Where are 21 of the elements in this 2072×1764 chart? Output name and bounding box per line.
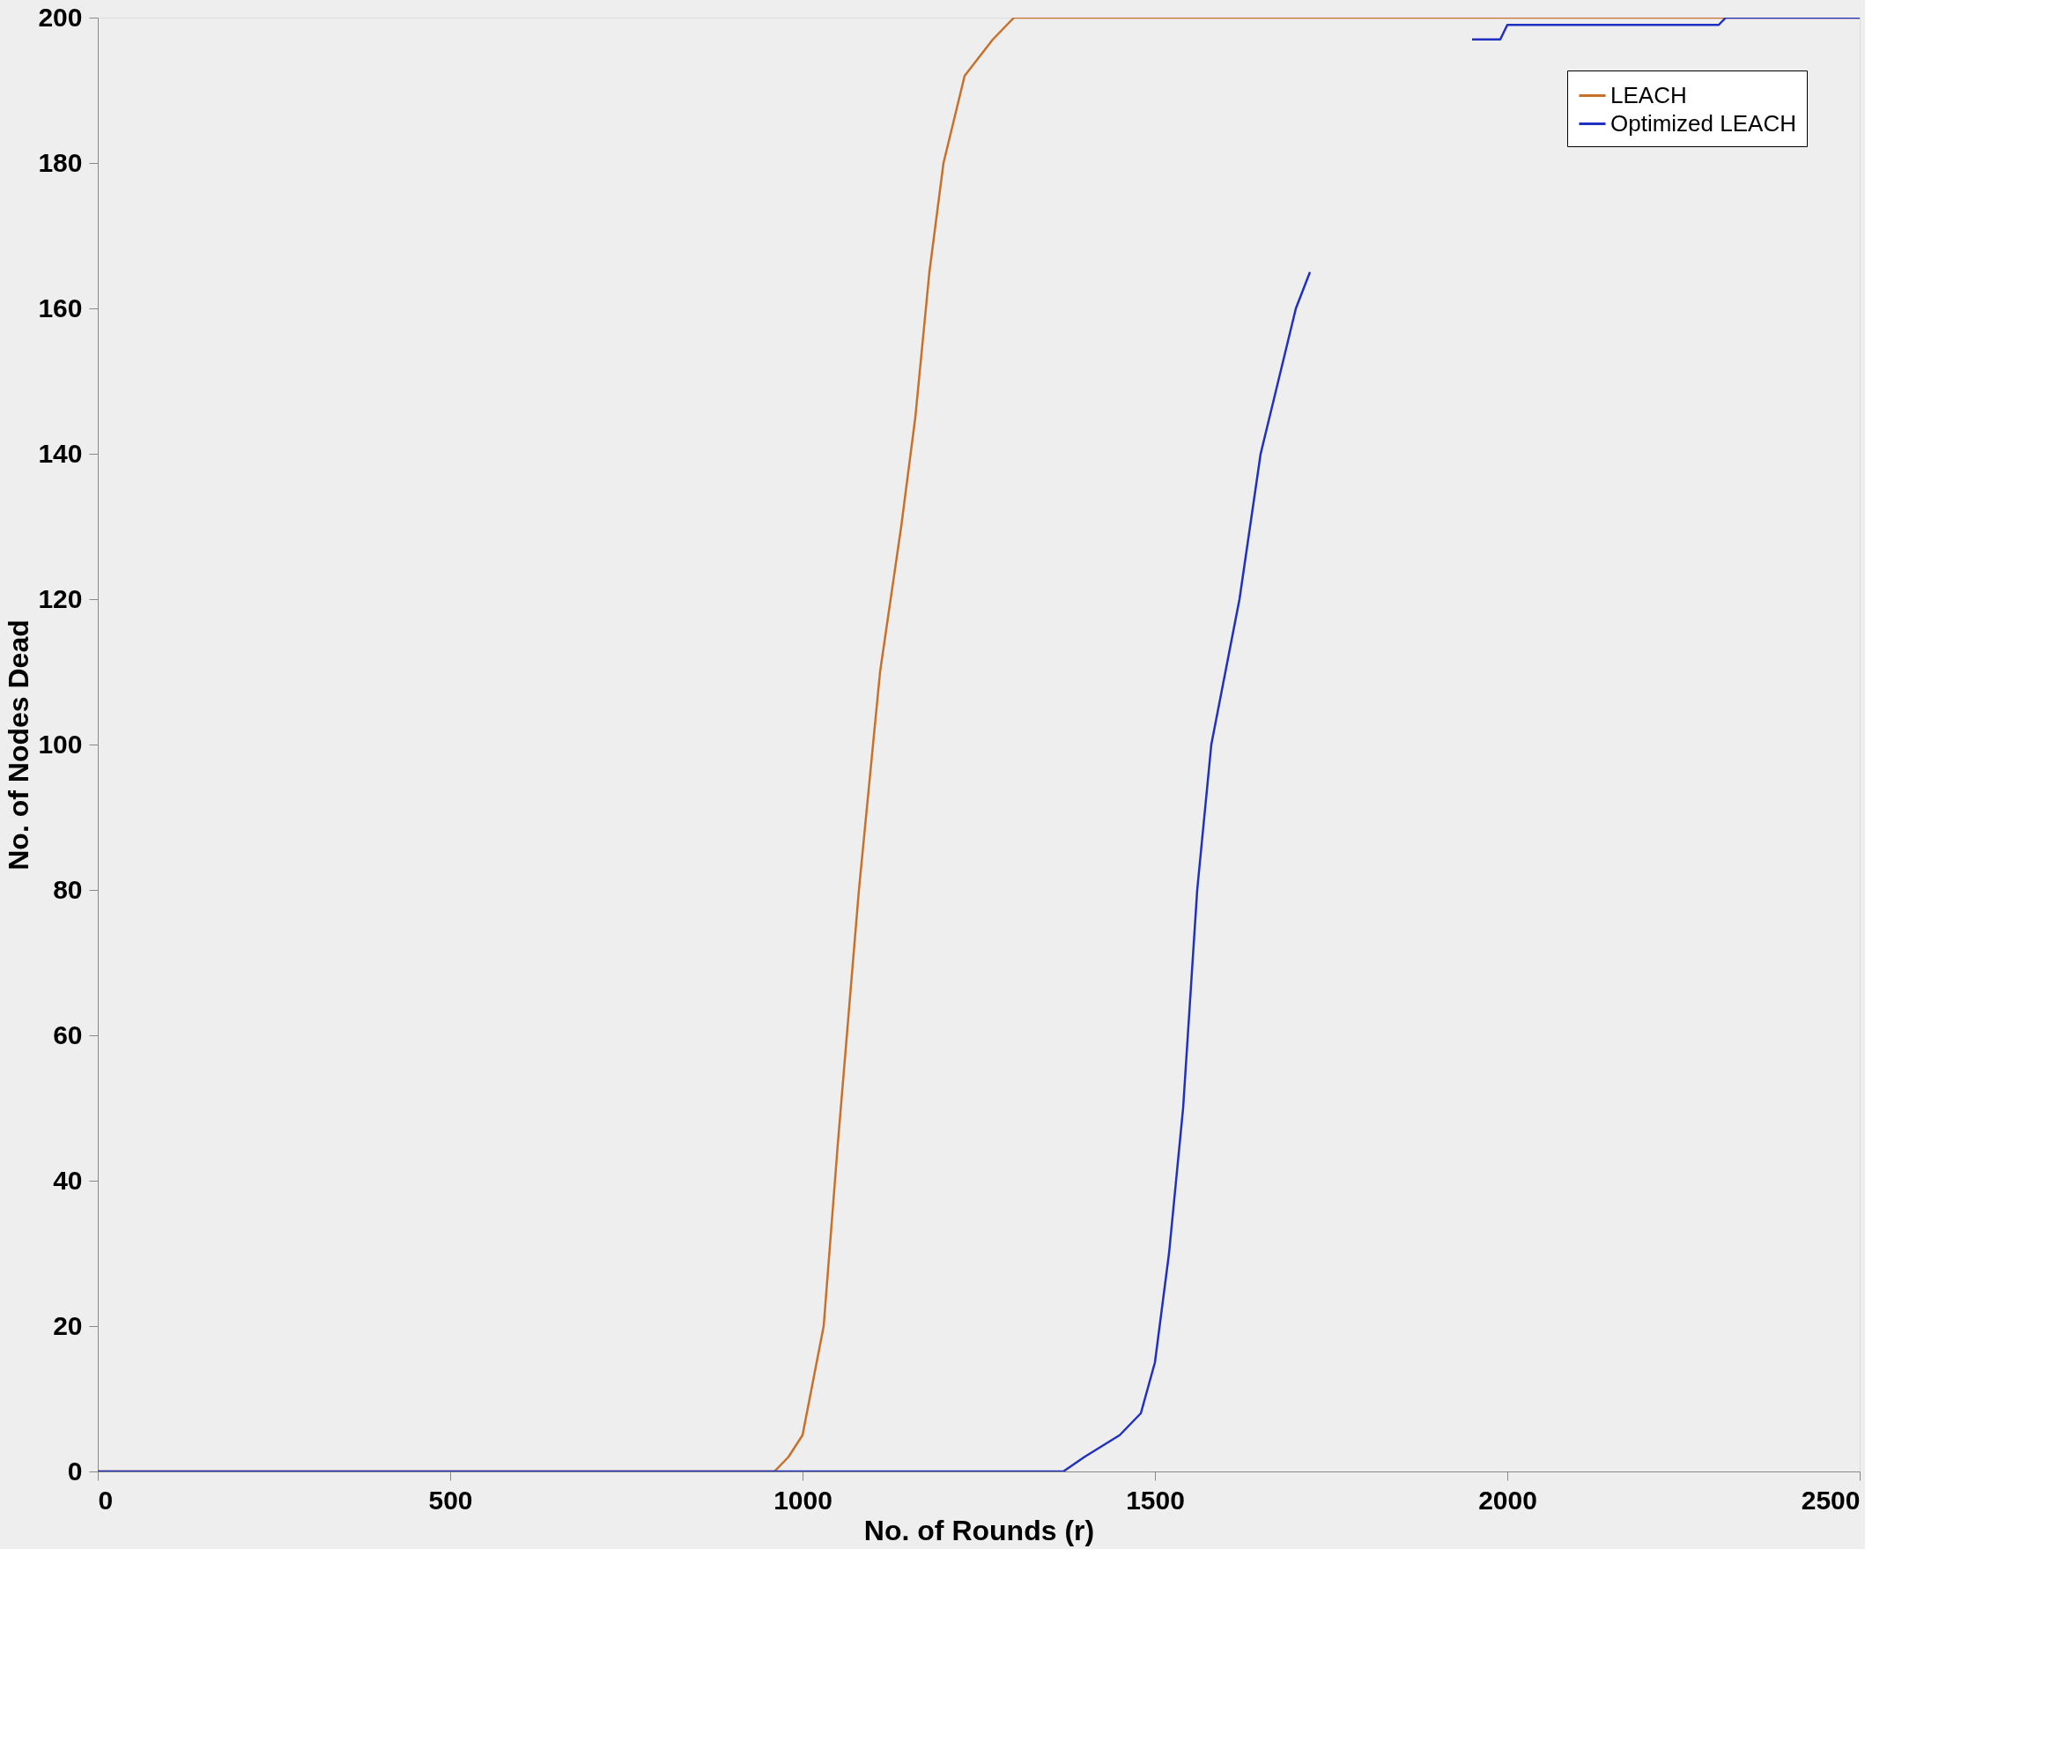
legend-label: Optimized LEACH: [1610, 109, 1796, 137]
x-tick-label: 2500: [1801, 1485, 1861, 1515]
y-tick-label: 140: [38, 438, 83, 468]
x-axis-title: No. of Rounds (r): [863, 1514, 1095, 1546]
y-tick-label: 80: [53, 874, 83, 904]
y-tick-label: 60: [53, 1019, 83, 1049]
y-tick-label: 0: [67, 1456, 83, 1486]
y-tick-label: 180: [38, 147, 83, 177]
y-tick-label: 40: [53, 1165, 83, 1195]
y-tick-label: 20: [53, 1310, 83, 1340]
x-tick-label: 0: [98, 1485, 114, 1515]
y-axis-title: No. of Nodes Dead: [3, 619, 35, 871]
legend-label: LEACH: [1610, 81, 1687, 108]
y-tick-label: 100: [38, 729, 83, 759]
x-tick-label: 500: [428, 1485, 473, 1515]
x-tick-label: 2000: [1478, 1485, 1537, 1515]
x-tick-label: 1500: [1126, 1485, 1185, 1515]
y-tick-label: 120: [38, 583, 83, 613]
y-tick-label: 200: [38, 2, 83, 32]
x-tick-label: 1000: [773, 1485, 832, 1515]
y-tick-label: 160: [38, 293, 83, 322]
